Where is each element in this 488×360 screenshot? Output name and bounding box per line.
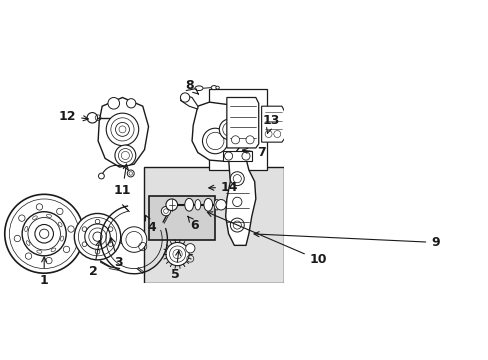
Circle shape	[230, 218, 244, 232]
Circle shape	[35, 225, 53, 243]
Ellipse shape	[195, 199, 201, 210]
Circle shape	[115, 122, 129, 136]
Ellipse shape	[195, 86, 203, 90]
Ellipse shape	[184, 198, 193, 211]
Text: 6: 6	[187, 216, 199, 231]
Circle shape	[98, 173, 104, 179]
Circle shape	[5, 194, 83, 273]
Text: 11: 11	[114, 164, 131, 197]
Ellipse shape	[203, 198, 212, 211]
Circle shape	[22, 212, 66, 256]
Polygon shape	[226, 152, 248, 161]
Text: 1: 1	[40, 257, 48, 287]
Text: 4: 4	[145, 215, 156, 234]
Circle shape	[215, 199, 226, 210]
Circle shape	[224, 152, 232, 160]
Polygon shape	[180, 95, 198, 109]
Polygon shape	[226, 98, 258, 148]
Circle shape	[40, 229, 49, 238]
Polygon shape	[192, 102, 246, 161]
Text: 2: 2	[89, 240, 101, 278]
Circle shape	[219, 119, 240, 140]
Circle shape	[126, 99, 136, 108]
Bar	[209, 89, 267, 170]
Circle shape	[161, 207, 170, 216]
Circle shape	[232, 197, 242, 207]
Bar	[223, 151, 251, 161]
Text: 7: 7	[242, 146, 265, 159]
Polygon shape	[241, 118, 257, 129]
Circle shape	[230, 172, 244, 186]
Circle shape	[121, 227, 146, 252]
Ellipse shape	[211, 86, 217, 90]
Circle shape	[127, 246, 133, 251]
Circle shape	[245, 136, 254, 144]
Polygon shape	[225, 158, 255, 246]
Polygon shape	[98, 98, 148, 167]
Polygon shape	[261, 106, 284, 142]
Text: 10: 10	[207, 212, 326, 266]
Text: 13: 13	[262, 114, 280, 133]
Circle shape	[231, 136, 239, 144]
Circle shape	[180, 93, 189, 102]
Circle shape	[115, 145, 136, 166]
Text: 8: 8	[184, 80, 198, 94]
Circle shape	[249, 116, 257, 123]
Circle shape	[87, 113, 97, 123]
Circle shape	[165, 199, 177, 211]
Circle shape	[242, 152, 249, 160]
Circle shape	[74, 213, 121, 260]
Text: 9: 9	[254, 232, 439, 249]
Text: 12: 12	[59, 109, 88, 122]
Circle shape	[108, 98, 120, 109]
Circle shape	[185, 244, 195, 253]
Text: 5: 5	[171, 251, 180, 281]
Text: 14: 14	[208, 181, 238, 194]
Ellipse shape	[214, 199, 220, 210]
Ellipse shape	[215, 86, 219, 89]
Circle shape	[84, 224, 110, 249]
Circle shape	[202, 128, 227, 154]
Text: 3: 3	[110, 238, 122, 269]
Circle shape	[106, 113, 139, 146]
Circle shape	[93, 232, 102, 241]
Bar	[148, 196, 215, 239]
Circle shape	[165, 242, 189, 266]
Bar	[144, 167, 284, 283]
Circle shape	[127, 170, 134, 177]
